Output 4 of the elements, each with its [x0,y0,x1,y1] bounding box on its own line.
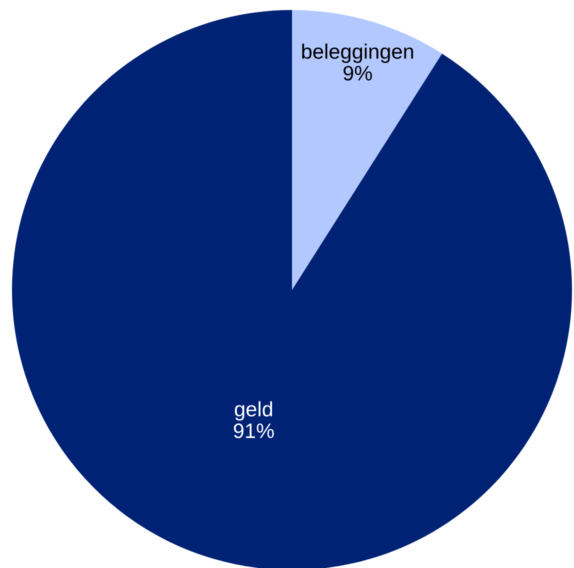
slice-label: geld [234,401,272,421]
data-label: 9% [344,66,372,81]
data-label: 91% [234,423,274,438]
slice-label: beleggingen [302,44,414,64]
